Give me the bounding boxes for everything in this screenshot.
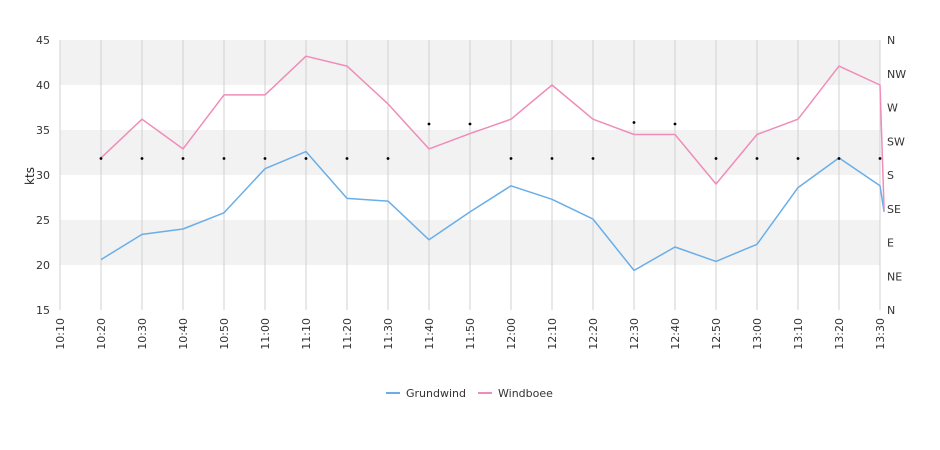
- direction-tick-label: W: [887, 102, 898, 115]
- direction-tick-label: NW: [887, 68, 906, 81]
- direction-marker: [345, 157, 349, 160]
- direction-marker: [304, 157, 308, 160]
- legend-label: Grundwind: [406, 387, 466, 400]
- direction-marker: [140, 157, 144, 160]
- x-tick-label: 11:50: [464, 318, 477, 350]
- direction-tick-label: E: [887, 237, 894, 250]
- y-tick-label: 40: [36, 79, 50, 92]
- direction-marker: [263, 157, 267, 160]
- series-line: [100, 55, 885, 211]
- direction-marker: [222, 157, 226, 160]
- direction-marker: [837, 157, 841, 160]
- direction-marker: [591, 157, 595, 160]
- direction-tick-label: N: [887, 34, 895, 47]
- vertical-gridlines: [59, 40, 881, 310]
- direction-tick-label: S: [887, 169, 894, 182]
- direction-markers: [99, 121, 882, 160]
- x-tick-label: 11:20: [341, 318, 354, 350]
- series-lines: [100, 55, 885, 272]
- direction-marker: [427, 122, 431, 126]
- direction-marker: [99, 157, 103, 160]
- direction-marker: [509, 157, 513, 160]
- x-tick-label: 11:00: [259, 318, 272, 350]
- x-axis-ticks: 10:10 10:20 10:30 10:40 10:50 11:00 11:10 11:20…: [54, 318, 887, 350]
- direction-tick-label: N: [887, 304, 895, 317]
- direction-marker: [796, 157, 800, 160]
- x-tick-label: 12:30: [628, 318, 641, 350]
- direction-marker: [632, 121, 636, 124]
- right-axis-ticks: N NE E SE S SW W NW N: [887, 34, 906, 317]
- x-tick-label: 10:50: [218, 318, 231, 350]
- x-tick-label: 12:10: [546, 318, 559, 350]
- direction-marker: [673, 122, 677, 126]
- x-tick-label: 10:40: [177, 318, 190, 350]
- legend-item[interactable]: Windboee: [478, 387, 553, 400]
- left-axis-ticks: 15 20 25 30 35 40 45: [36, 34, 50, 317]
- x-tick-label: 11:40: [423, 318, 436, 350]
- x-tick-label: 13:20: [833, 318, 846, 350]
- x-tick-label: 10:10: [54, 318, 67, 350]
- x-tick-label: 11:10: [300, 318, 313, 350]
- direction-marker: [714, 157, 718, 160]
- y-tick-label: 30: [36, 169, 50, 182]
- y-tick-label: 45: [36, 34, 50, 47]
- legend-label: Windboee: [498, 387, 553, 400]
- x-tick-label: 12:20: [587, 318, 600, 350]
- legend[interactable]: Grundwind Windboee: [386, 387, 553, 400]
- x-tick-label: 13:30: [874, 318, 887, 350]
- y-tick-label: 35: [36, 124, 50, 137]
- direction-marker: [550, 157, 554, 160]
- series-line: [100, 150, 885, 272]
- direction-tick-label: SE: [887, 203, 901, 216]
- y-axis-label: kts: [23, 167, 37, 185]
- direction-marker: [468, 122, 472, 126]
- x-tick-label: 10:20: [95, 318, 108, 350]
- direction-tick-label: NE: [887, 270, 902, 283]
- y-tick-label: 15: [36, 304, 50, 317]
- legend-item[interactable]: Grundwind: [386, 387, 466, 400]
- x-tick-label: 12:50: [710, 318, 723, 350]
- direction-marker: [181, 157, 185, 160]
- direction-tick-label: SW: [887, 135, 905, 148]
- x-tick-label: 10:30: [136, 318, 149, 350]
- x-tick-label: 12:40: [669, 318, 682, 350]
- x-tick-label: 13:10: [792, 318, 805, 350]
- y-tick-label: 25: [36, 214, 50, 227]
- x-tick-label: 12:00: [505, 318, 518, 350]
- direction-marker: [386, 157, 390, 160]
- y-tick-label: 20: [36, 259, 50, 272]
- x-tick-label: 13:00: [751, 318, 764, 350]
- direction-marker: [755, 157, 759, 160]
- direction-marker: [878, 157, 882, 160]
- x-tick-label: 11:30: [382, 318, 395, 350]
